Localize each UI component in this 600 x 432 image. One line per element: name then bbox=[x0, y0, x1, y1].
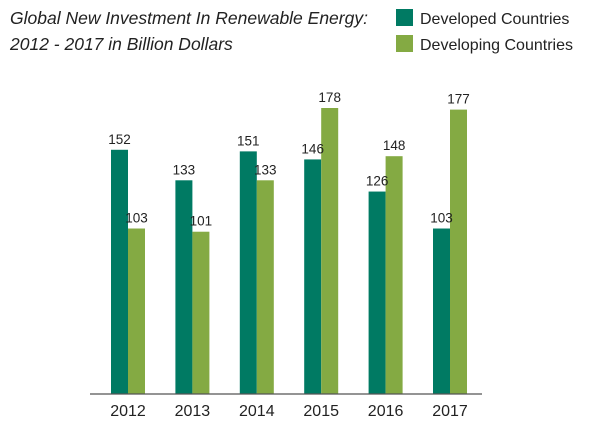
value-label-developed-2013: 133 bbox=[173, 162, 196, 177]
value-label-developing-2013: 101 bbox=[190, 214, 213, 229]
value-label-developed-2014: 151 bbox=[237, 133, 260, 148]
x-tick-label-2012: 2012 bbox=[110, 403, 146, 420]
chart-subtitle: 2012 - 2017 in Billion Dollars bbox=[9, 34, 233, 54]
value-label-developing-2014: 133 bbox=[254, 162, 277, 177]
bar-developed-2014 bbox=[239, 151, 257, 394]
bar-developing-2013 bbox=[192, 231, 210, 394]
legend-swatch-developing bbox=[396, 35, 413, 52]
bar-developing-2014 bbox=[256, 180, 274, 394]
bar-developed-2016 bbox=[368, 191, 386, 394]
x-tick-label-2017: 2017 bbox=[432, 403, 468, 420]
bar-developed-2012 bbox=[111, 149, 128, 394]
value-labels-layer: 152 103 133 101 151 133 146 178 126 148 103 177 bbox=[108, 90, 470, 229]
bars-layer bbox=[111, 108, 467, 395]
x-tick-label-2014: 2014 bbox=[239, 403, 275, 420]
value-label-developing-2016: 148 bbox=[383, 138, 406, 153]
legend: Developed Countries Developing Countries bbox=[396, 9, 573, 54]
value-label-developed-2015: 146 bbox=[301, 141, 324, 156]
bar-developed-2013 bbox=[175, 180, 193, 394]
bar-developed-2015 bbox=[304, 159, 322, 394]
chart-title: Global New Investment In Renewable Energ… bbox=[10, 8, 368, 28]
legend-label-developed: Developed Countries bbox=[420, 11, 569, 28]
value-label-developing-2015: 178 bbox=[318, 90, 341, 105]
value-label-developed-2017: 103 bbox=[430, 211, 453, 226]
value-label-developing-2017: 177 bbox=[447, 92, 470, 107]
value-label-developed-2016: 126 bbox=[366, 174, 389, 189]
bar-developing-2012 bbox=[128, 228, 145, 394]
value-label-developed-2012: 152 bbox=[108, 132, 131, 147]
value-label-developing-2012: 103 bbox=[125, 211, 148, 226]
bar-developing-2017 bbox=[450, 109, 467, 395]
bar-developing-2016 bbox=[385, 156, 403, 394]
x-tick-label-2016: 2016 bbox=[368, 403, 404, 420]
bar-developing-2015 bbox=[321, 108, 339, 394]
legend-label-developing: Developing Countries bbox=[420, 37, 573, 54]
x-tick-labels: 2012 2013 2014 2015 2016 2017 bbox=[110, 403, 468, 420]
bar-developed-2017 bbox=[433, 228, 450, 394]
legend-swatch-developed bbox=[396, 9, 413, 26]
x-tick-label-2013: 2013 bbox=[175, 403, 211, 420]
x-tick-label-2015: 2015 bbox=[303, 403, 339, 420]
